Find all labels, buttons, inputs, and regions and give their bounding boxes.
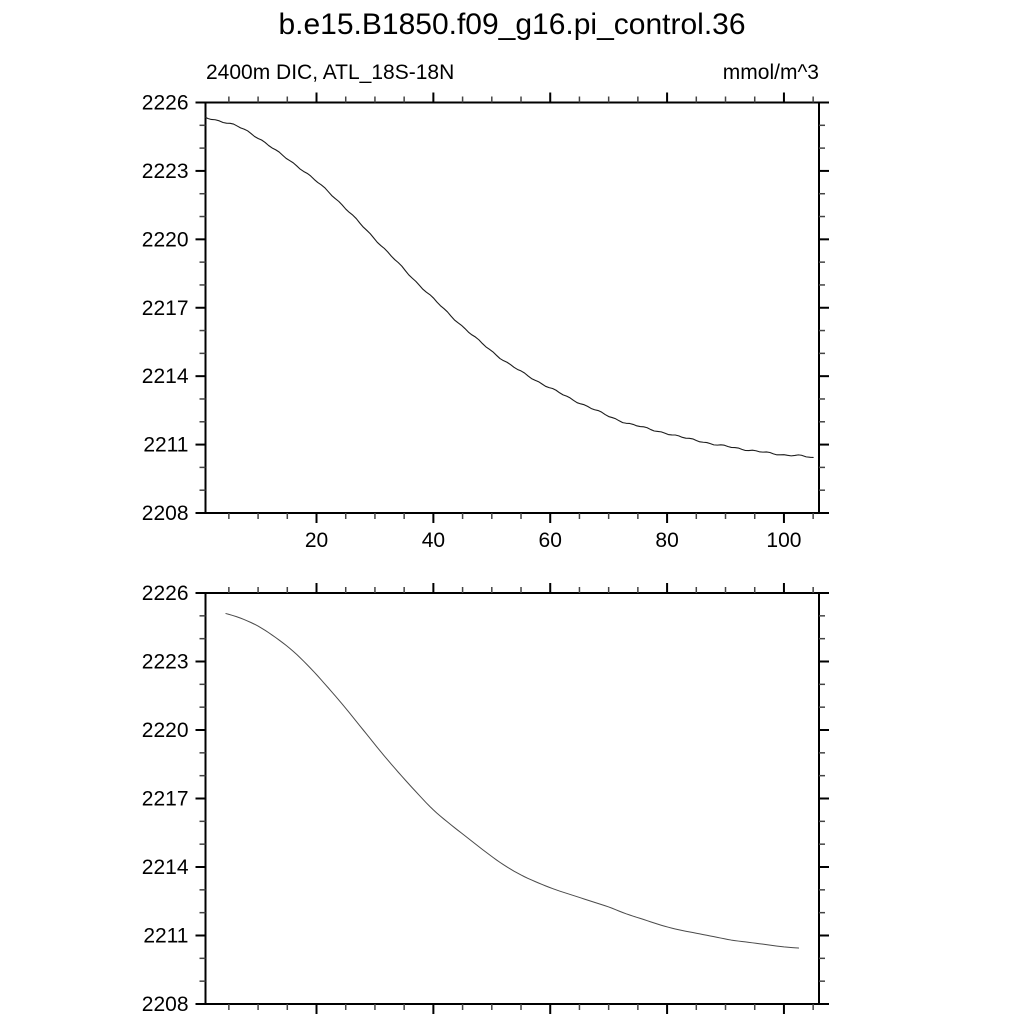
y-tick-label: 2208 (142, 993, 189, 1016)
chart-units-label: mmol/m^3 (722, 61, 819, 84)
y-tick-label: 2208 (142, 502, 189, 525)
y-tick-label: 2214 (142, 365, 189, 388)
chart-subtitle: 2400m DIC, ATL_18S-18N (206, 61, 455, 84)
series-line-smoothed-dic (225, 613, 800, 949)
y-tick-label: 2226 (142, 582, 189, 605)
y-tick-label: 2220 (142, 228, 189, 251)
x-tick-label: 80 (655, 529, 678, 552)
y-tick-label: 2226 (142, 92, 189, 115)
y-tick-label: 2223 (142, 651, 189, 674)
y-tick-label: 2211 (143, 925, 188, 948)
y-tick-label: 2217 (142, 297, 189, 320)
y-tick-label: 2220 (142, 719, 189, 742)
x-tick-label: 60 (539, 529, 562, 552)
series-line-annual-mean-dic (204, 116, 814, 459)
y-tick-label: 2223 (142, 160, 189, 183)
page-title: b.e15.B1850.f09_g16.pi_control.36 (278, 8, 746, 41)
x-tick-label: 20 (305, 529, 328, 552)
y-tick-label: 2217 (142, 788, 189, 811)
y-tick-label: 2211 (143, 434, 188, 457)
plot-frame (204, 101, 820, 514)
y-tick-label: 2214 (142, 856, 189, 879)
x-tick-label: 100 (766, 529, 801, 552)
x-tick-label: 40 (422, 529, 445, 552)
